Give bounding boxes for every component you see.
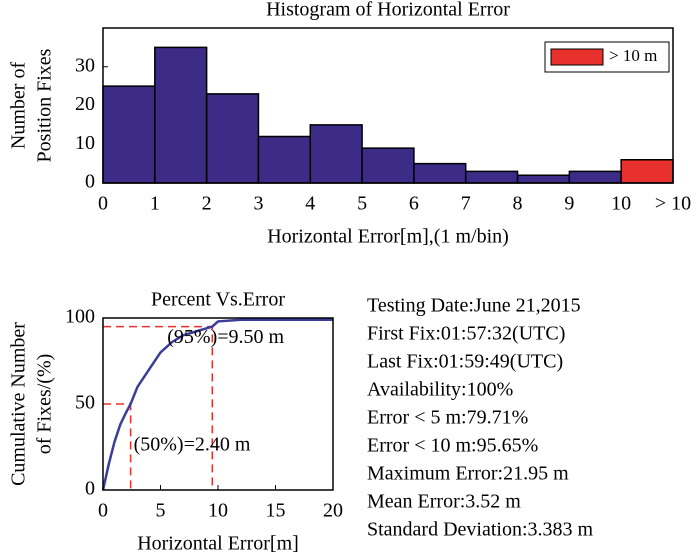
stat-line: Error < 5 m:79.71% xyxy=(367,407,528,429)
axes-frame xyxy=(102,27,674,184)
x-tick-label: 5 xyxy=(357,193,367,215)
y-tick-label: 20 xyxy=(75,93,95,115)
stat-line: Last Fix:01:59:49(UTC) xyxy=(367,351,563,373)
y-axis-label: of Fixes/(%) xyxy=(34,354,56,455)
x-tick-label: 8 xyxy=(513,193,523,215)
annotation: (50%)=2.40 m xyxy=(134,434,251,456)
bar xyxy=(205,93,260,184)
x-tick-label: 0 xyxy=(98,500,108,522)
bar xyxy=(516,174,571,184)
bar xyxy=(413,162,467,184)
x-tick-label: 1 xyxy=(150,193,160,215)
y-tick-label: 100 xyxy=(65,306,95,328)
y-tick-label: 50 xyxy=(75,392,95,414)
x-tick-label: 20 xyxy=(323,500,343,522)
y-tick-label: 0 xyxy=(85,171,95,193)
y-axis-label: Position Fixes xyxy=(34,48,56,162)
bar xyxy=(620,159,674,184)
bar xyxy=(464,170,519,184)
stat-line: Mean Error:3.52 m xyxy=(367,491,521,513)
x-tick-label: 4 xyxy=(305,193,315,215)
y-tick-label: 0 xyxy=(85,478,95,500)
y-axis-label: Number of xyxy=(8,62,30,150)
x-tick-label: 7 xyxy=(461,193,471,215)
x-axis-label: Horizontal Error[m],(1 m/bin) xyxy=(267,226,509,248)
bar xyxy=(102,85,156,184)
x-tick-label: 5 xyxy=(156,500,166,522)
bar xyxy=(257,135,312,184)
x-tick-label: 9 xyxy=(564,193,574,215)
bar xyxy=(361,147,415,184)
x-tick-label: 6 xyxy=(409,193,419,215)
x-axis-label: Horizontal Error[m] xyxy=(137,533,299,552)
x-tick-label: 0 xyxy=(98,193,108,215)
cdf-line xyxy=(101,318,333,491)
stat-line: Testing Date:June 21,2015 xyxy=(367,295,581,317)
stat-line: Maximum Error:21.95 m xyxy=(367,463,569,485)
y-axis-label: Cumulative Number xyxy=(8,322,30,486)
annotation: (95%)=9.50 m xyxy=(167,326,284,348)
y-tick-label: 10 xyxy=(75,132,95,154)
y-tick-label: 30 xyxy=(75,54,95,76)
x-tick-label: 10 xyxy=(208,500,228,522)
legend-label: > 10 m xyxy=(609,46,657,65)
axes-frame xyxy=(102,317,334,491)
legend-swatch xyxy=(550,48,604,66)
stat-line: First Fix:01:57:32(UTC) xyxy=(367,323,565,345)
x-tick-label: 15 xyxy=(266,500,286,522)
chart-title: Histogram of Horizontal Error xyxy=(266,0,510,21)
x-tick-label: > 10 xyxy=(655,193,691,215)
stat-line: Availability:100% xyxy=(367,379,513,401)
chart-title: Percent Vs.Error xyxy=(151,289,285,311)
stat-line: Standard Deviation:3.383 m xyxy=(367,519,594,541)
x-tick-label: 3 xyxy=(253,193,263,215)
x-tick-label: 2 xyxy=(202,193,212,215)
reference-line xyxy=(103,325,213,490)
x-tick-label: 10 xyxy=(611,193,631,215)
bar xyxy=(154,46,208,184)
stat-line: Error < 10 m:95.65% xyxy=(367,435,538,457)
bar xyxy=(568,170,622,184)
bar xyxy=(309,124,363,184)
